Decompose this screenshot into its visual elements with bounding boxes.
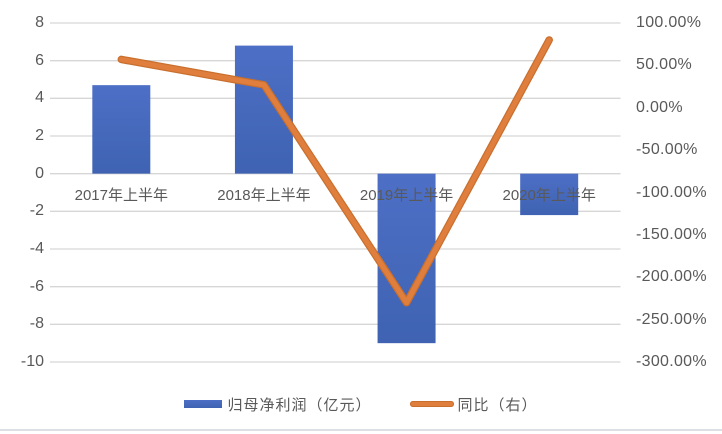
yoy-line (118, 37, 552, 306)
bar-2019年上半年 (377, 173, 436, 344)
line-swatch-icon (409, 401, 454, 407)
legend-item-net-profit: 归母净利润（亿元） (184, 394, 371, 415)
legend-label-yoy: 同比（右） (457, 396, 538, 414)
legend-label-net-profit: 归母净利润（亿元） (227, 396, 372, 414)
bar-2017年上半年 (92, 85, 151, 174)
bar-swatch-icon (184, 400, 223, 408)
yoy-line-outline (117, 36, 553, 307)
legend: 归母净利润（亿元） 同比（右） (0, 392, 722, 416)
bar-2020年上半年 (520, 173, 579, 216)
bottom-divider (0, 429, 722, 431)
legend-item-yoy: 同比（右） (409, 394, 538, 415)
